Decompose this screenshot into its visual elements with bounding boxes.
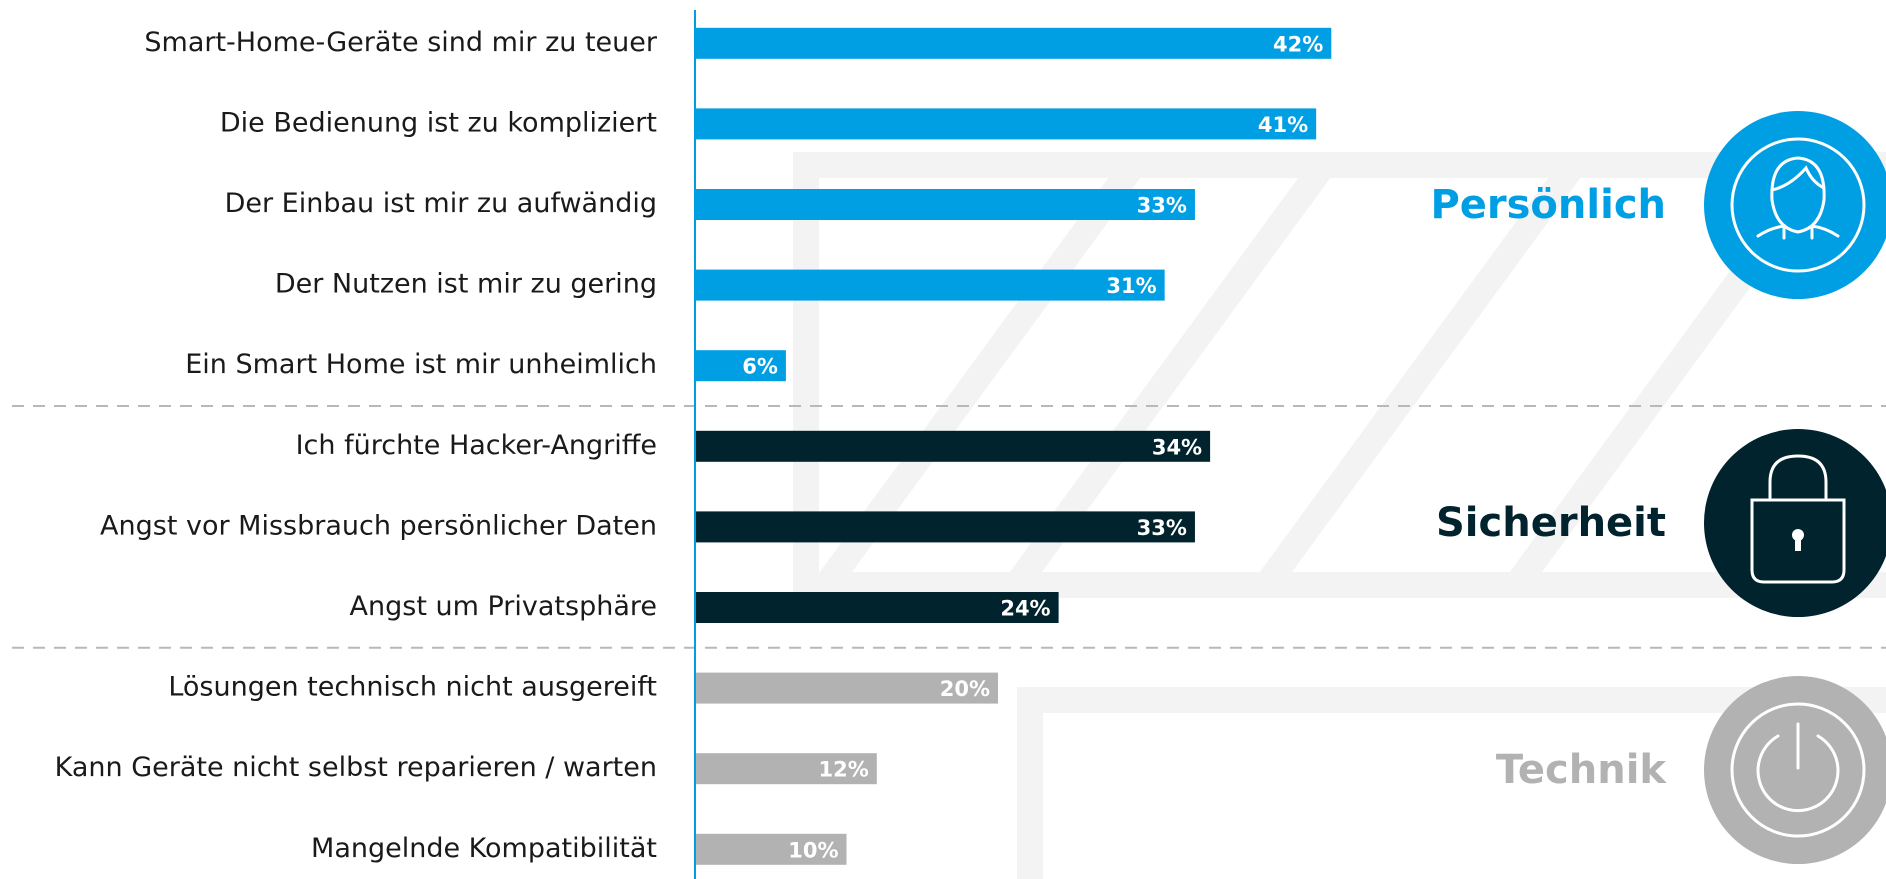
category-label: Mangelnde Kompatibilität — [311, 833, 657, 864]
category-label: Ein Smart Home ist mir unheimlich — [185, 349, 657, 380]
bar — [695, 269, 1165, 301]
value-label: 31% — [1106, 274, 1156, 298]
bar — [695, 27, 1332, 59]
value-label: 34% — [1152, 435, 1202, 459]
bar — [695, 753, 877, 785]
group-icon-circle — [1704, 429, 1886, 617]
group-icon-circle — [1704, 676, 1886, 864]
icon-lock-slot — [1795, 535, 1801, 551]
category-label: Lösungen technisch nicht ausgereift — [168, 672, 657, 703]
value-label: 20% — [940, 677, 990, 701]
value-label: 24% — [1000, 597, 1050, 621]
icon-lock-body — [1750, 498, 1846, 584]
icon-power-arc — [1756, 734, 1840, 813]
category-label: Smart-Home-Geräte sind mir zu teuer — [144, 27, 658, 58]
icon-person-shoulders — [1756, 224, 1840, 240]
value-label: 33% — [1137, 516, 1187, 540]
icon-ring — [1730, 137, 1866, 273]
value-label: 33% — [1137, 194, 1187, 218]
value-label: 12% — [819, 758, 869, 782]
value-label: 10% — [788, 838, 838, 862]
value-label: 42% — [1273, 32, 1323, 56]
category-label: Der Nutzen ist mir zu gering — [275, 269, 657, 300]
group-label: Persönlich — [1430, 182, 1666, 228]
icon-lock-shackle — [1768, 454, 1828, 500]
bar — [695, 592, 1059, 623]
value-label: 6% — [742, 355, 778, 379]
category-label: Angst um Privatsphäre — [350, 591, 657, 622]
bar — [695, 672, 998, 704]
bar — [695, 511, 1195, 543]
category-label: Angst vor Missbrauch persönlicher Daten — [100, 510, 657, 541]
value-label: 41% — [1258, 113, 1308, 137]
background-watermark — [793, 152, 1886, 879]
icon-ring — [1730, 702, 1866, 838]
bar — [695, 189, 1195, 220]
group-icon-circle — [1704, 111, 1886, 299]
group-label: Sicherheit — [1436, 500, 1666, 546]
category-label: Der Einbau ist mir zu aufwändig — [225, 188, 657, 219]
bar — [695, 430, 1211, 462]
icons — [1730, 137, 1866, 838]
icon-person-head — [1770, 156, 1826, 234]
group-label: Technik — [1496, 747, 1667, 793]
category-label: Ich fürchte Hacker-Angriffe — [296, 430, 657, 461]
bar — [695, 108, 1317, 140]
bar — [695, 833, 847, 865]
category-label: Die Bedienung ist zu kompliziert — [220, 107, 657, 138]
bar — [695, 350, 786, 382]
category-label: Kann Geräte nicht selbst reparieren / wa… — [55, 752, 657, 783]
